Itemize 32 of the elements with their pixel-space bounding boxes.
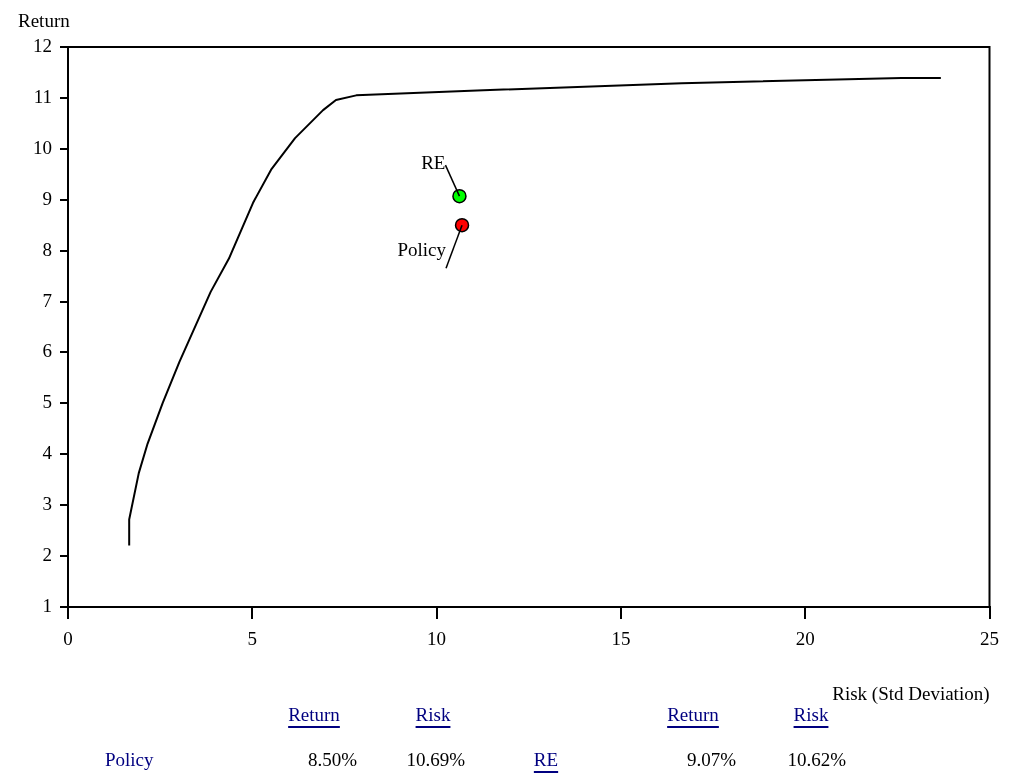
text: Policy [105,749,154,770]
y-tick-label: 11 [33,85,52,107]
legend-label: Policy [397,239,447,261]
series-label: RE [421,152,446,174]
y-tick-label: 7 [42,289,52,311]
y-axis-title: Return [18,10,71,31]
y-tick-label: 3 [42,493,52,515]
x-tick-label: 20 [795,628,815,650]
y-tick-label: 6 [42,340,52,362]
x-tick-label: 10 [427,628,447,650]
y-tick-label: 2 [42,544,52,566]
y-tick-label: 12 [33,34,52,56]
x-tick-label: 0 [63,628,73,650]
y-tick-label: 4 [42,442,53,464]
x-tick-label: 25 [980,628,999,650]
x-tick-label: 5 [247,628,258,650]
text: 9.07% [686,749,736,771]
text: 10.62% [787,749,846,771]
y-tick-label: 1 [42,594,52,616]
y-tick-label: 10 [33,136,52,158]
y-tick-label: 5 [42,391,52,413]
text: RE [533,749,559,770]
x-tick-label: 15 [611,628,631,650]
text: Risk [415,704,451,726]
text: 10.69% [406,749,465,771]
text: 8.50% [307,749,357,771]
x-axis-title: Risk (Std Deviation) [832,683,990,705]
text: Return [288,704,340,726]
y-tick-label: 9 [42,187,52,209]
text: Return [667,704,719,726]
text: Risk [793,704,829,726]
y-tick-label: 8 [42,238,52,260]
